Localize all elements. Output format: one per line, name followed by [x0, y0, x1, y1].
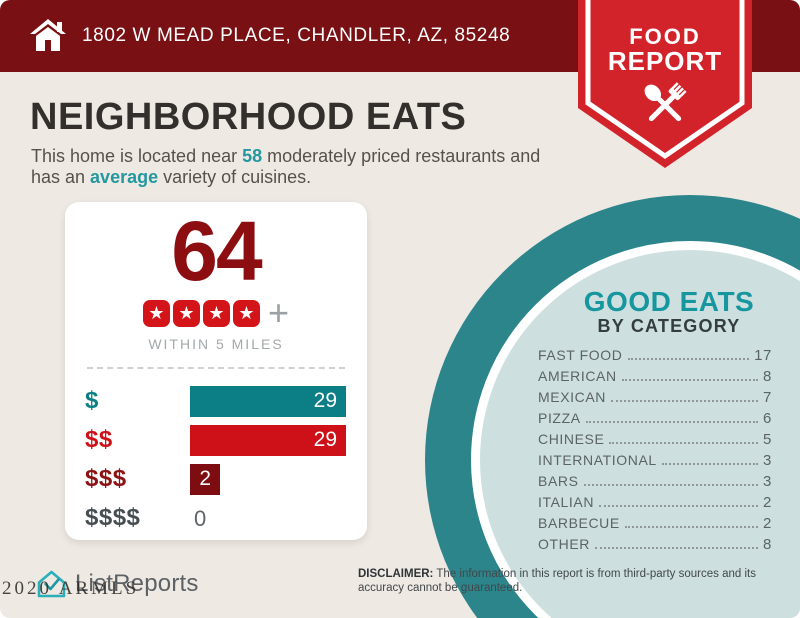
price-bar-zero-value: 0	[194, 505, 207, 531]
category-label: ITALIAN	[538, 494, 595, 510]
disclaimer: DISCLAIMER: The information in this repo…	[358, 567, 773, 595]
category-row: PIZZA 6	[538, 410, 772, 431]
category-row: BARS 3	[538, 473, 772, 494]
dotted-leader	[611, 400, 759, 402]
star-rating: ★ ★ ★ ★ +	[65, 291, 367, 333]
restaurant-count-accent: 58	[242, 146, 263, 166]
page-title: NEIGHBORHOOD EATS	[30, 96, 467, 138]
star-glyph: ★	[208, 303, 225, 324]
star-icon: ★	[172, 299, 200, 327]
category-label: FAST FOOD	[538, 347, 623, 363]
category-list: FAST FOOD 17 AMERICAN 8 MEXICAN 7 PIZZA 6 CHINES…	[538, 347, 772, 557]
category-row: AMERICAN 8	[538, 368, 772, 389]
category-row: FAST FOOD 17	[538, 347, 772, 368]
price-bar: 29	[190, 424, 346, 456]
dashed-divider	[87, 366, 345, 369]
dotted-leader	[661, 463, 759, 465]
dotted-leader	[595, 547, 759, 549]
dotted-leader	[583, 484, 759, 486]
price-tier-label: $$	[85, 426, 113, 454]
dotted-leader	[627, 358, 750, 360]
category-row: BARBECUE 2	[538, 515, 772, 536]
summary-text: This home is located near 58 moderately …	[31, 146, 591, 188]
category-label: CHINESE	[538, 431, 605, 447]
star-glyph: ★	[148, 303, 165, 324]
price-tier-label: $	[85, 387, 99, 415]
summary-line2-pre: has an	[31, 167, 91, 187]
price-bars: $29 $$ 29 $$$ 2 $$$$ 0	[65, 385, 367, 534]
mls-watermark: 2020 ARMLS	[2, 578, 140, 599]
variety-accent: average	[90, 167, 159, 187]
star-glyph: ★	[238, 303, 255, 324]
price-bar-row: $$$$ 0	[85, 503, 367, 534]
dotted-leader	[599, 505, 759, 507]
star-icon: ★	[202, 299, 230, 327]
category-label: PIZZA	[538, 410, 581, 426]
category-value: 8	[763, 536, 772, 553]
property-address: 1802 W MEAD PLACE, CHANDLER, AZ, 85248	[82, 25, 511, 46]
house-check-icon	[37, 570, 66, 598]
category-value: 6	[763, 410, 772, 427]
disclaimer-text: The information in this report is from t…	[358, 568, 756, 594]
price-bar: 2	[190, 463, 220, 495]
ribbon-title-line2: REPORT	[607, 46, 723, 76]
category-label: OTHER	[538, 536, 590, 552]
category-value: 3	[763, 473, 772, 490]
category-value: 8	[763, 368, 772, 385]
price-bar-track: 0	[190, 503, 350, 534]
price-bar-track: 29	[190, 385, 350, 417]
price-tier-label: $$$	[85, 465, 127, 493]
category-row: CHINESE 5	[538, 431, 772, 452]
listreports-logo: ListReports	[36, 569, 199, 599]
dotted-leader	[585, 421, 759, 423]
price-bar-row: $$$ 2	[85, 463, 367, 495]
category-row: INTERNATIONAL 3	[538, 452, 772, 473]
category-value: 7	[763, 389, 772, 406]
restaurant-score: 64	[171, 204, 262, 298]
summary-line1-pre: This home is located near	[31, 146, 243, 166]
category-value: 2	[763, 515, 772, 532]
category-value: 2	[763, 494, 772, 511]
home-icon	[30, 19, 66, 51]
price-tier-label: $$$$	[85, 504, 141, 532]
good-eats-subtitle: BY CATEGORY	[597, 316, 741, 336]
category-label: BARBECUE	[538, 515, 620, 531]
category-label: INTERNATIONAL	[538, 452, 657, 468]
price-bar-row: $$ 29	[85, 424, 367, 456]
price-bar-track: 29	[190, 424, 350, 456]
category-label: BARS	[538, 473, 579, 489]
radius-caption: WITHIN 5 MILES	[148, 335, 284, 352]
food-report-ribbon: FOOD REPORT	[578, 0, 752, 172]
price-bar-track: 2	[190, 463, 350, 495]
ribbon-pennant-shape	[578, 0, 752, 168]
category-row: ITALIAN 2	[538, 494, 772, 515]
plus-sign: +	[267, 291, 290, 333]
score-card: 64 ★ ★ ★ ★ + WITHIN 5 MILES $29 $$ 29 $$$ 2 $$$$ 0	[65, 202, 367, 540]
category-value: 17	[754, 347, 772, 364]
category-value: 3	[763, 452, 772, 469]
category-label: AMERICAN	[538, 368, 617, 384]
category-row: MEXICAN 7	[538, 389, 772, 410]
star-icon: ★	[142, 299, 170, 327]
summary-line2-post: variety of cuisines.	[158, 167, 312, 187]
category-label: MEXICAN	[538, 389, 606, 405]
star-icon: ★	[232, 299, 260, 327]
ribbon-title-line1: FOOD	[629, 24, 701, 49]
crossed-spoon-fork-icon	[644, 82, 687, 122]
good-eats-title: GOOD EATS	[583, 286, 755, 317]
price-bar: 29	[190, 385, 346, 417]
summary-line1-post: moderately priced restaurants and	[262, 146, 541, 166]
disclaimer-label: DISCLAIMER:	[358, 568, 434, 580]
category-value: 5	[763, 431, 772, 448]
star-glyph: ★	[178, 303, 195, 324]
price-bar-row: $29	[85, 385, 367, 417]
dotted-leader	[621, 379, 759, 381]
logo-text: ListReports	[75, 570, 199, 597]
category-row: OTHER 8	[538, 536, 772, 557]
dotted-leader	[624, 526, 759, 528]
dotted-leader	[609, 442, 759, 444]
